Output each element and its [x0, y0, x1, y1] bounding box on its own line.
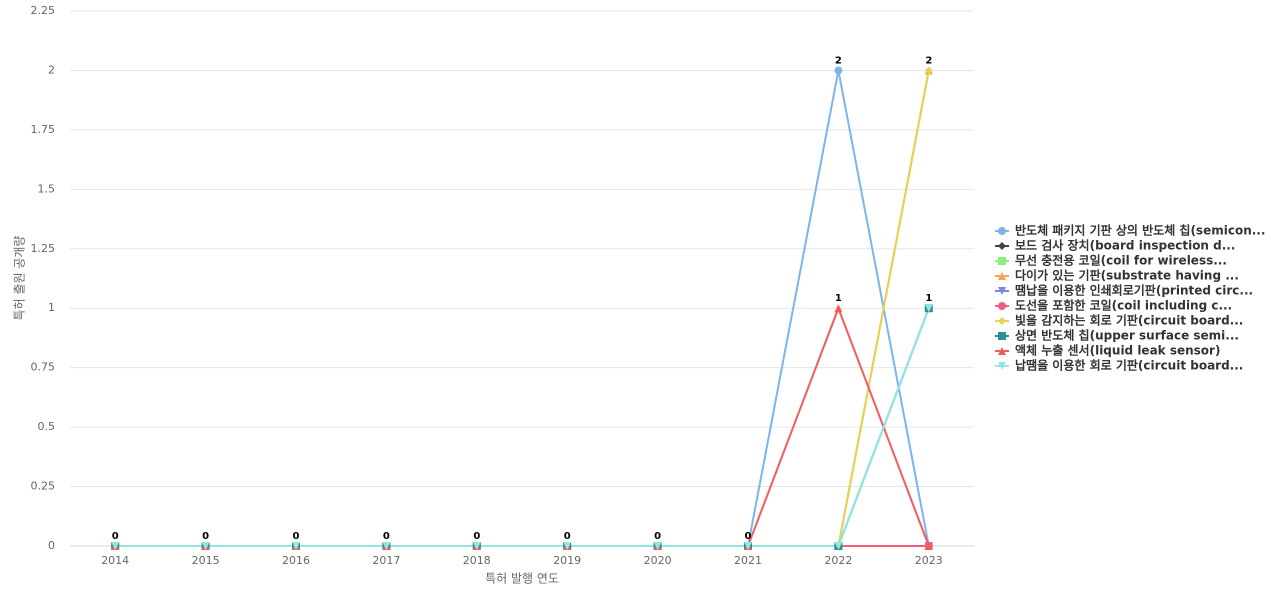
legend-marker	[998, 317, 1006, 325]
legend-label: 보드 검사 장치(board inspection d...	[1015, 238, 1235, 253]
data-label: 0	[564, 531, 571, 542]
point	[111, 542, 120, 550]
x-tick-label: 2021	[734, 554, 762, 567]
legend-label: 상면 반도체 칩(upper surface semi...	[1015, 328, 1239, 343]
data-label: 0	[654, 531, 661, 542]
point	[201, 542, 210, 550]
x-tick-label: 2023	[915, 554, 943, 567]
x-tick-label: 2018	[463, 554, 491, 567]
legend-marker	[998, 242, 1006, 250]
data-label: 0	[112, 531, 119, 542]
legend-label: 다이가 있는 기판(substrate having ...	[1015, 268, 1239, 283]
point	[744, 542, 752, 550]
legend-label: 액체 누출 센서(liquid leak sensor)	[1015, 343, 1220, 358]
data-label: 1	[925, 293, 932, 304]
legend-marker	[998, 362, 1006, 370]
y-tick-label: 1	[48, 301, 55, 314]
data-label: 2	[835, 55, 842, 66]
point	[924, 304, 933, 313]
point	[563, 542, 572, 550]
y-tick-label: 1.25	[31, 242, 56, 255]
data-label: 0	[473, 531, 480, 542]
point	[924, 66, 933, 75]
point	[834, 66, 843, 75]
legend-marker	[998, 347, 1006, 355]
legend-label: 납땜을 이용한 회로 기판(circuit board...	[1015, 358, 1243, 373]
legend-label: 땜납을 이용한 인쇄회로기판(printed circ...	[1015, 283, 1253, 298]
data-label: 0	[383, 531, 390, 542]
point	[292, 542, 300, 550]
point	[472, 542, 481, 550]
legend-marker	[998, 227, 1006, 235]
point	[653, 542, 662, 550]
y-tick-label: 1.5	[38, 182, 56, 195]
y-axis-title: 특허 출원 공개량	[13, 236, 27, 321]
legend-label: 빛을 감지하는 회로 기판(circuit board...	[1015, 313, 1243, 328]
legend-marker	[998, 257, 1006, 265]
x-tick-label: 2017	[372, 554, 400, 567]
point	[382, 542, 391, 550]
x-axis-title: 특허 발행 연도	[485, 571, 559, 586]
y-tick-label: 0.5	[38, 420, 56, 433]
x-tick-label: 2015	[192, 554, 220, 567]
legend-marker	[998, 332, 1006, 340]
x-tick-label: 2014	[101, 554, 129, 567]
point	[834, 304, 843, 313]
y-tick-label: 1.75	[31, 123, 56, 136]
data-label: 1	[835, 293, 842, 304]
data-label: 0	[293, 531, 300, 542]
x-tick-label: 2016	[282, 554, 310, 567]
x-tick-label: 2020	[644, 554, 672, 567]
data-label: 0	[745, 531, 752, 542]
legend-label: 반도체 패키지 기판 상의 반도체 칩(semicon...	[1015, 223, 1265, 238]
y-tick-label: 0.75	[31, 361, 56, 374]
y-tick-label: 0	[48, 539, 55, 552]
legend-marker	[998, 272, 1006, 280]
legend-marker	[998, 302, 1006, 310]
data-label: 0	[202, 531, 209, 542]
x-tick-label: 2019	[553, 554, 581, 567]
data-label: 2	[925, 55, 932, 66]
y-tick-label: 2	[48, 63, 55, 76]
legend-label: 도선을 포함한 코일(coil including c...	[1015, 298, 1232, 313]
point	[924, 542, 933, 550]
series-line	[115, 307, 930, 547]
legend-label: 무선 충전용 코일(coil for wireless...	[1015, 253, 1227, 268]
legend-marker	[998, 287, 1006, 295]
y-tick-label: 0.25	[31, 480, 56, 493]
y-tick-label: 2.25	[31, 4, 56, 17]
point	[834, 542, 843, 550]
x-tick-label: 2022	[824, 554, 852, 567]
